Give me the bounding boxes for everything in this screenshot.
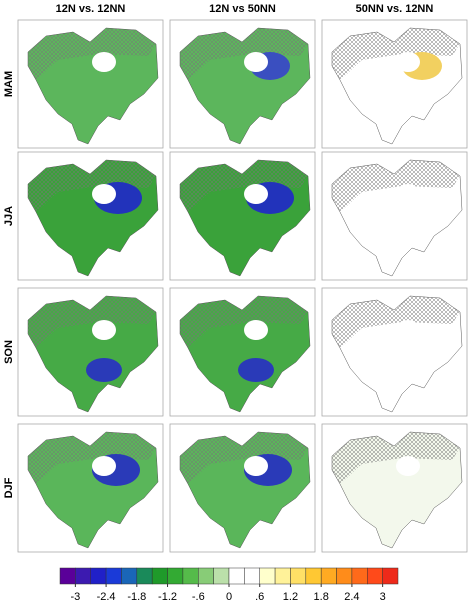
colorbar-box — [290, 567, 307, 585]
colorbar-tick-label: 1.2 — [283, 591, 298, 603]
colorbar-box — [75, 567, 91, 585]
map-panel — [169, 151, 316, 281]
hatch-area — [28, 160, 156, 212]
map-panel — [169, 287, 316, 417]
map-panel — [321, 151, 468, 281]
map-panel — [321, 423, 468, 553]
hatch-area — [180, 432, 308, 484]
map-panel — [169, 423, 316, 553]
colorbar-tick-label: -1.2 — [158, 591, 177, 603]
column-title: 12N vs 50NN — [209, 3, 276, 15]
hudson-bay — [92, 52, 116, 72]
hatch-area — [180, 296, 308, 348]
hatch-area — [28, 28, 156, 80]
hatch-area — [332, 296, 460, 348]
colorbar-box — [336, 567, 353, 585]
colorbar-box — [182, 567, 199, 585]
colorbar-box — [244, 567, 260, 585]
colorbar-box — [351, 567, 368, 585]
map-panel — [17, 151, 164, 281]
colorbar-box — [228, 567, 245, 585]
map-panel — [17, 287, 164, 417]
colorbar-box — [382, 567, 399, 585]
colorbar-box — [167, 567, 184, 585]
hotspot — [86, 358, 122, 382]
colorbar-tick-label: -.6 — [192, 591, 205, 603]
colorbar-tick-label: 0 — [226, 591, 232, 603]
hatch-area — [180, 28, 308, 80]
hudson-bay — [92, 184, 116, 204]
colorbar-tick-label: .6 — [255, 591, 264, 603]
hatch-area — [332, 160, 460, 212]
hotspot — [238, 358, 274, 382]
colorbar-box — [151, 567, 168, 585]
colorbar-box — [198, 567, 214, 585]
column-title: 12N vs. 12NN — [56, 3, 126, 15]
map-panel — [17, 423, 164, 553]
colorbar-box — [59, 567, 76, 585]
colorbar-box — [121, 567, 138, 585]
hatch-area — [332, 432, 460, 484]
hudson-bay — [396, 456, 420, 476]
colorbar-box — [136, 567, 153, 585]
hudson-bay — [396, 184, 420, 204]
colorbar-box — [320, 567, 337, 585]
map-panel — [17, 19, 164, 149]
colorbar-box — [259, 567, 276, 585]
colorbar-tick-label: -3 — [70, 591, 80, 603]
hudson-bay — [244, 52, 268, 72]
hudson-bay — [92, 320, 116, 340]
hudson-bay — [244, 456, 268, 476]
hatch-area — [28, 296, 156, 348]
map-panel — [321, 19, 468, 149]
colorbar-box — [90, 567, 107, 585]
hudson-bay — [92, 456, 116, 476]
colorbar-tick-label: -2.4 — [97, 591, 116, 603]
hatch-area — [180, 160, 308, 212]
colorbar-box — [274, 567, 291, 585]
colorbar-box — [305, 567, 322, 585]
colorbar-box — [105, 567, 122, 585]
hudson-bay — [244, 320, 268, 340]
column-title: 50NN vs. 12NN — [356, 3, 434, 15]
map-panel — [169, 19, 316, 149]
colorbar-box — [213, 567, 230, 585]
colorbar-tick-label: 3 — [380, 591, 386, 603]
row-label: DJF — [3, 477, 15, 498]
row-label: JJA — [3, 206, 15, 226]
colorbar-tick-label: -1.8 — [127, 591, 146, 603]
hatch-area — [332, 28, 460, 80]
colorbar-box — [367, 567, 383, 585]
hudson-bay — [396, 320, 420, 340]
row-label: MAM — [3, 71, 15, 97]
colorbar-tick-label: 2.4 — [344, 591, 359, 603]
hudson-bay — [244, 184, 268, 204]
hudson-bay — [396, 52, 420, 72]
row-label: SON — [3, 340, 15, 364]
colorbar-tick-label: 1.8 — [314, 591, 329, 603]
hatch-area — [28, 432, 156, 484]
map-panel — [321, 287, 468, 417]
